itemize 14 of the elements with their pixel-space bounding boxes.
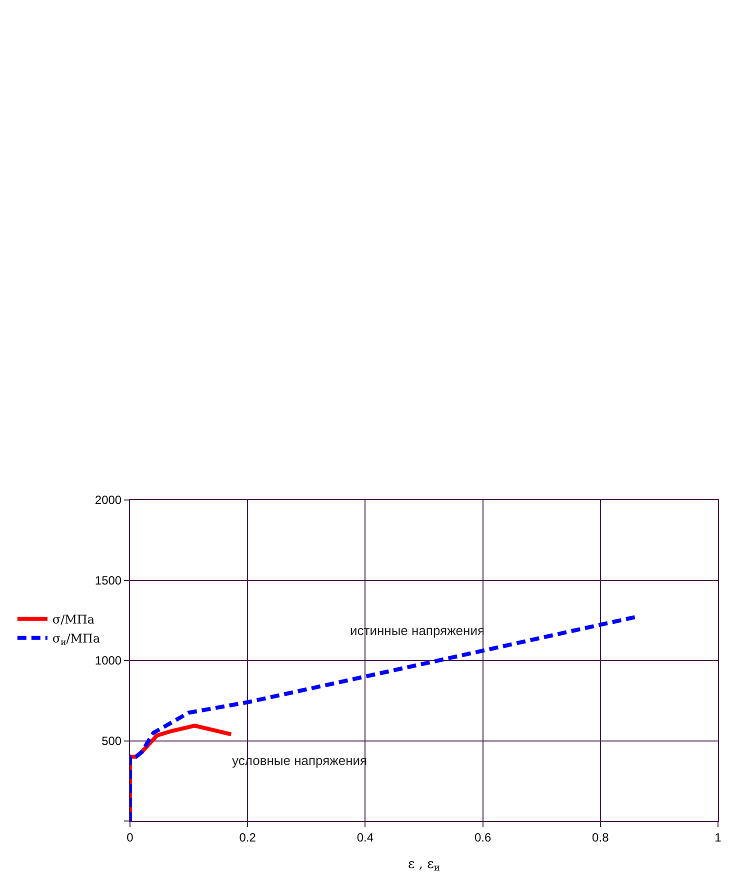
x-tick-label: 1: [714, 830, 722, 844]
x-tick-label: 0: [126, 830, 134, 844]
y-tick-label: 2000: [94, 493, 122, 508]
x-tick-label: 0.8: [592, 830, 610, 844]
y-tick-label: 1000: [94, 654, 122, 668]
x-tick-label: 0.4: [356, 830, 374, 844]
y-tick-label: 1500: [94, 573, 122, 588]
y-tick-label: 500: [102, 734, 122, 748]
x-axis-title: ε , ε$_{и}$: [408, 857, 440, 874]
line-series: [130, 615, 638, 821]
x-tick-label: 0.2: [239, 830, 256, 844]
legend-label: σ/МПа: [52, 612, 95, 627]
legend-label: σ$_{и}$/МПа: [52, 632, 100, 648]
x-tick-label: 0.6: [474, 830, 492, 844]
